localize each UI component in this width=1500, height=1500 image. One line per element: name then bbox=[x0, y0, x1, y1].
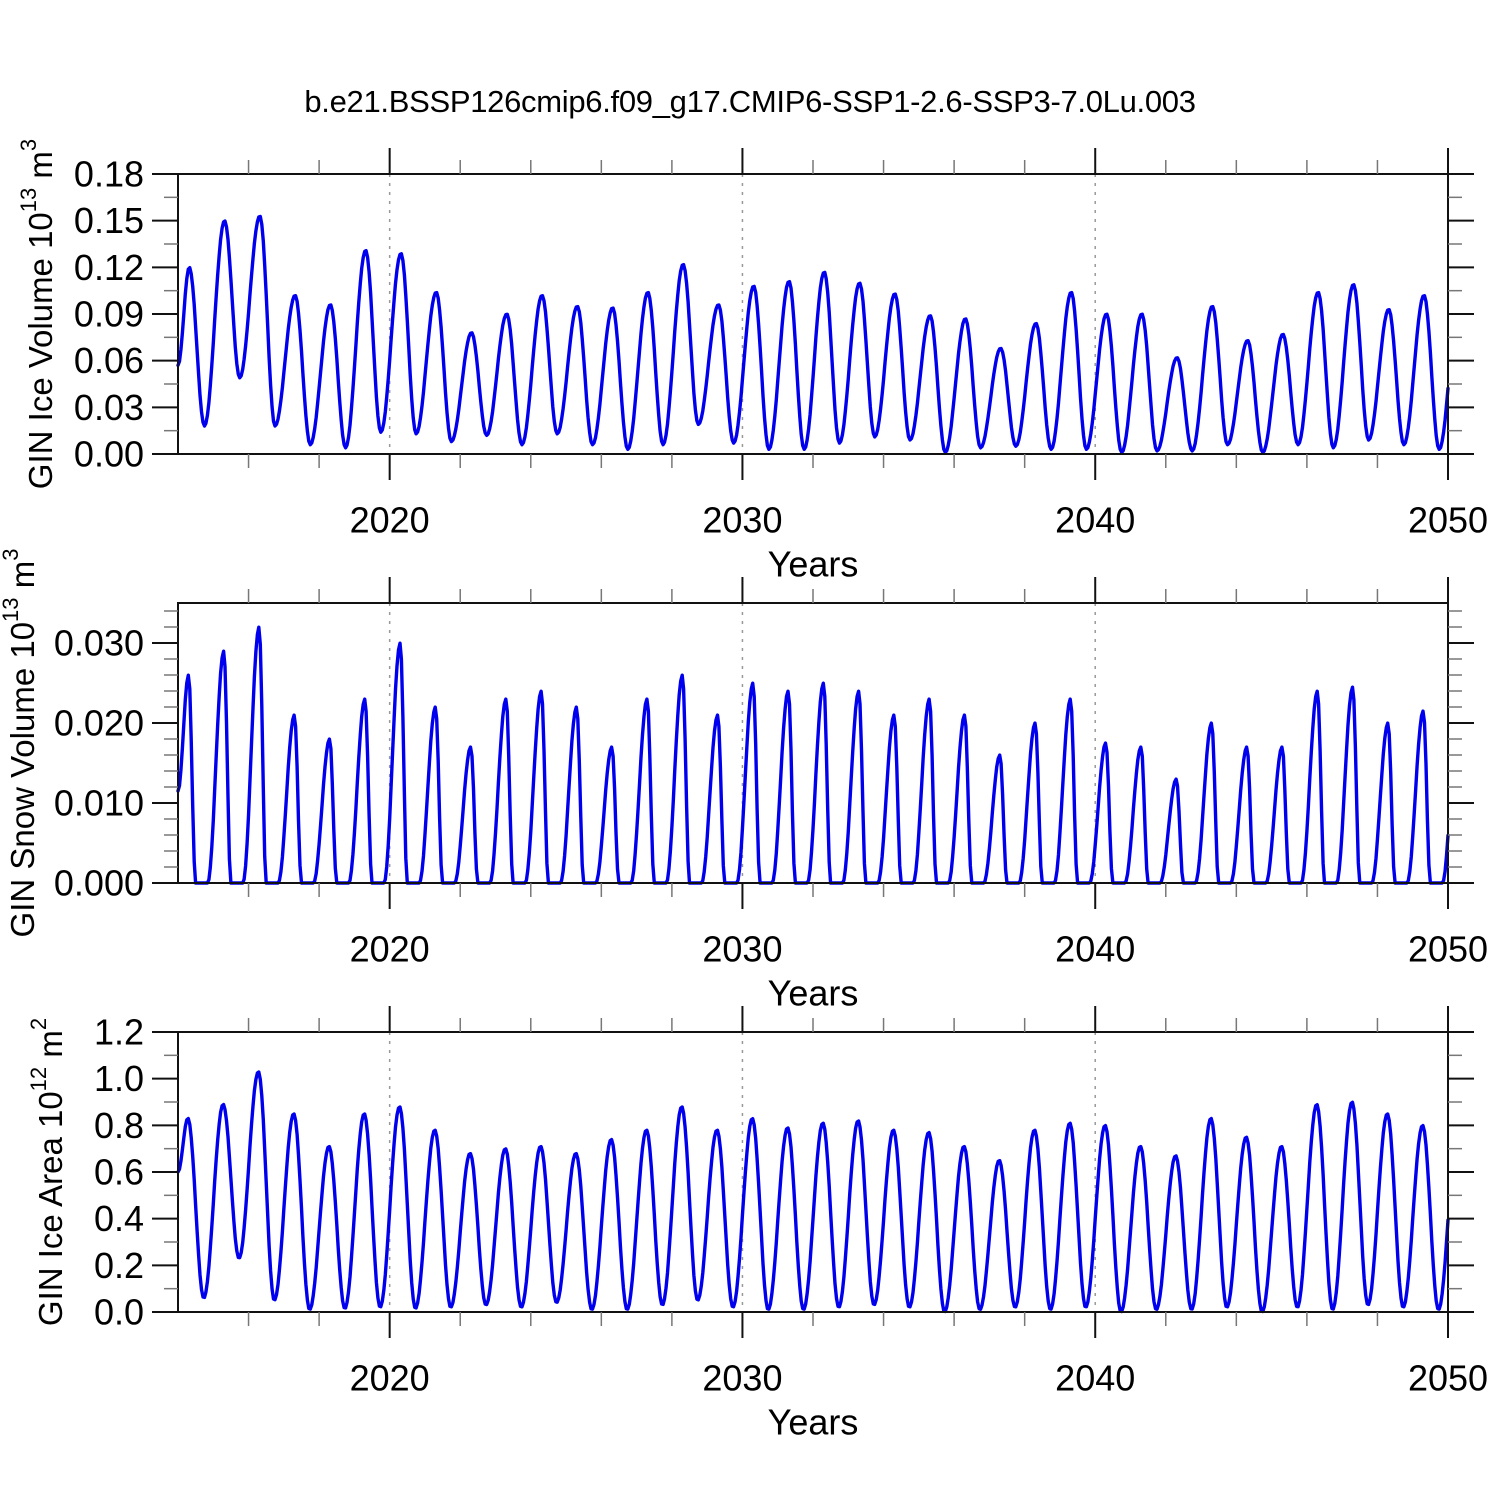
series-line-gin-snow-volume bbox=[176, 625, 1450, 885]
x-tick-label: 2040 bbox=[1055, 1358, 1135, 1399]
panel-gin-ice-volume: 2020 2030 2040 2050 0.00 0.03 0.06 0.09 0.12 0.15… bbox=[16, 139, 1489, 585]
y-axis-label: GIN Snow Volume 1013 m3 bbox=[0, 549, 41, 938]
panel-gin-ice-area: 2020 2030 2040 2050 0.0 0.2 0.4 0.6 0.8 1.0 1.2 Yea… bbox=[26, 1006, 1488, 1443]
y-axis-label-text: GIN Snow Volume 10 bbox=[4, 622, 41, 938]
y-axis-label-superscript: 13 bbox=[16, 188, 41, 212]
y-tick-label: 0.06 bbox=[74, 340, 144, 381]
y-tick-label: 1.0 bbox=[94, 1058, 144, 1099]
series-line-gin-ice-volume bbox=[176, 214, 1450, 455]
y-tick-label: 0.12 bbox=[74, 247, 144, 288]
y-tick-label: 0.00 bbox=[74, 434, 144, 475]
y-tick-label: 1.2 bbox=[94, 1012, 144, 1053]
y-axis-label-text: GIN Ice Area 10 bbox=[32, 1091, 69, 1326]
x-tick-label: 2030 bbox=[702, 500, 782, 541]
x-axis-label: Years bbox=[768, 973, 859, 1014]
y-tick-label: 0.03 bbox=[74, 387, 144, 428]
x-tick-label: 2030 bbox=[702, 929, 782, 970]
y-axis-label-text: m bbox=[22, 151, 59, 188]
y-axis-label-superscript: 12 bbox=[26, 1067, 51, 1091]
y-axis-label: GIN Ice Area 1012 m2 bbox=[26, 1018, 69, 1326]
x-tick-label: 2040 bbox=[1055, 929, 1135, 970]
y-axis-label: GIN Ice Volume 1013 m3 bbox=[16, 139, 59, 489]
x-tick-label: 2030 bbox=[702, 1358, 782, 1399]
y-tick-label: 0.010 bbox=[54, 783, 144, 824]
y-tick-label: 0.2 bbox=[94, 1245, 144, 1286]
y-tick-label: 0.18 bbox=[74, 154, 144, 195]
panel-gin-snow-volume: 2020 2030 2040 2050 0.000 0.010 0.020 0.030 Year… bbox=[0, 549, 1488, 1014]
x-tick-label: 2020 bbox=[350, 500, 430, 541]
series-line-gin-ice-area bbox=[176, 1070, 1450, 1314]
y-tick-label: 0.6 bbox=[94, 1152, 144, 1193]
x-axis-label: Years bbox=[768, 1402, 859, 1443]
y-axis-label-superscript: 3 bbox=[0, 549, 23, 561]
x-tick-label: 2050 bbox=[1408, 1358, 1488, 1399]
x-tick-label: 2020 bbox=[350, 929, 430, 970]
y-axis-label-text: GIN Ice Volume 10 bbox=[22, 212, 59, 489]
y-tick-label: 0.000 bbox=[54, 863, 144, 904]
x-tick-label: 2040 bbox=[1055, 500, 1135, 541]
x-axis-label: Years bbox=[768, 544, 859, 585]
y-axis-label-text: m bbox=[4, 561, 41, 598]
y-tick-label: 0.020 bbox=[54, 703, 144, 744]
y-tick-label: 0.15 bbox=[74, 200, 144, 241]
y-tick-label: 0.0 bbox=[94, 1292, 144, 1333]
y-tick-label: 0.09 bbox=[74, 294, 144, 335]
y-axis-label-superscript: 2 bbox=[26, 1018, 51, 1030]
y-tick-label: 0.4 bbox=[94, 1198, 144, 1239]
x-tick-label: 2050 bbox=[1408, 929, 1488, 970]
y-axis-label-text: m bbox=[32, 1030, 69, 1067]
y-tick-label: 0.030 bbox=[54, 623, 144, 664]
x-tick-label: 2020 bbox=[350, 1358, 430, 1399]
plot-title: b.e21.BSSP126cmip6.f09_g17.CMIP6-SSP1-2.… bbox=[304, 84, 1196, 119]
y-tick-label: 0.8 bbox=[94, 1105, 144, 1146]
y-axis-label-superscript: 3 bbox=[16, 139, 41, 151]
y-axis-label-superscript: 13 bbox=[0, 597, 23, 621]
x-tick-label: 2050 bbox=[1408, 500, 1488, 541]
